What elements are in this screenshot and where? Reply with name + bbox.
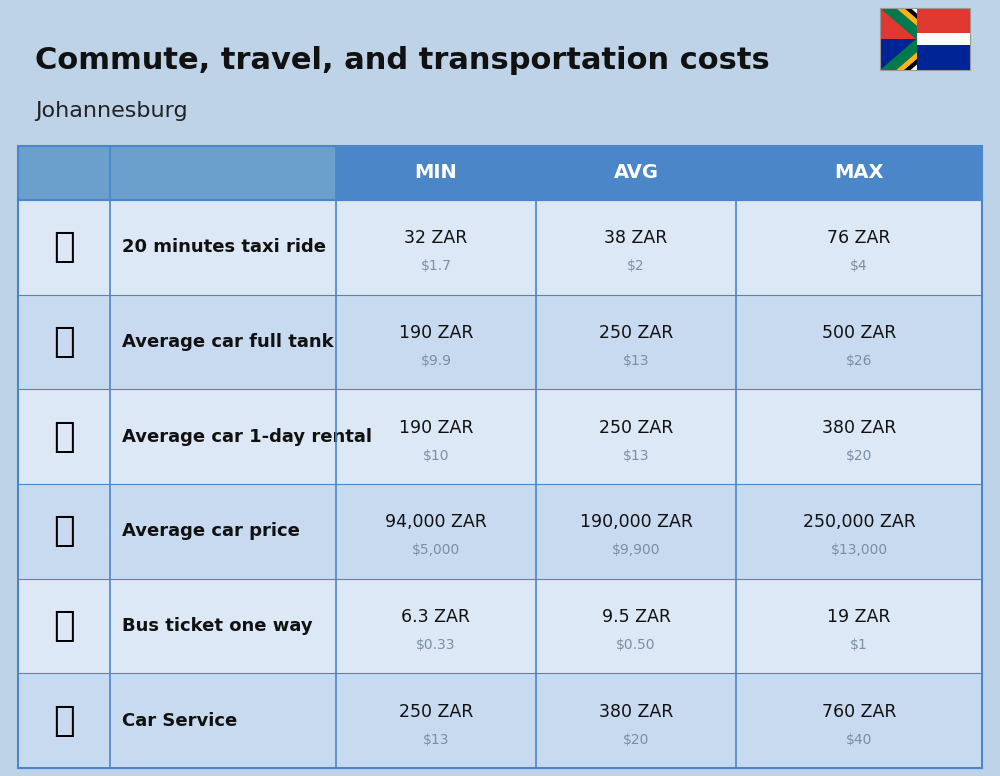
Bar [336,146,536,200]
Text: 🚌: 🚌 [53,609,75,643]
Bar [18,146,982,768]
Text: ⛽: ⛽ [53,325,75,359]
Text: 500 ZAR: 500 ZAR [822,324,896,342]
Text: 38 ZAR: 38 ZAR [604,230,668,248]
Text: 6.3 ZAR: 6.3 ZAR [401,608,470,626]
Text: 380 ZAR: 380 ZAR [599,702,673,721]
Text: Bus ticket one way: Bus ticket one way [122,617,313,635]
Text: MAX: MAX [834,164,884,182]
Bar [880,8,970,39]
Bar [18,579,982,674]
Text: 380 ZAR: 380 ZAR [822,419,896,437]
Bar [18,390,982,484]
Text: $40: $40 [846,733,872,747]
Text: $13: $13 [423,733,449,747]
Text: Commute, travel, and transportation costs: Commute, travel, and transportation cost… [35,46,770,75]
Polygon shape [896,8,940,70]
Text: $9,900: $9,900 [612,543,660,557]
Polygon shape [911,8,953,70]
Text: $10: $10 [423,449,449,462]
Polygon shape [904,8,947,70]
Bar [18,295,982,390]
Text: 🛠: 🛠 [53,704,75,738]
Bar [880,39,970,70]
Text: $0.33: $0.33 [416,638,456,652]
Text: $0.50: $0.50 [616,638,656,652]
Text: 760 ZAR: 760 ZAR [822,702,896,721]
Bar [917,8,970,39]
Text: $13: $13 [623,449,649,462]
Text: 19 ZAR: 19 ZAR [827,608,891,626]
Text: 190,000 ZAR: 190,000 ZAR [580,514,692,532]
Text: $20: $20 [623,733,649,747]
Text: AVG: AVG [614,164,658,182]
Text: Average car 1-day rental: Average car 1-day rental [122,428,372,445]
Bar [18,484,982,579]
Text: 190 ZAR: 190 ZAR [399,419,473,437]
Text: 32 ZAR: 32 ZAR [404,230,468,248]
Text: 20 minutes taxi ride: 20 minutes taxi ride [122,238,326,256]
Text: 250 ZAR: 250 ZAR [599,324,673,342]
Text: 190 ZAR: 190 ZAR [399,324,473,342]
Text: 9.5 ZAR: 9.5 ZAR [602,608,670,626]
Text: 🚙: 🚙 [53,420,75,454]
Text: Johannesburg: Johannesburg [35,101,188,121]
Text: $5,000: $5,000 [412,543,460,557]
Text: 250 ZAR: 250 ZAR [399,702,473,721]
Text: Car Service: Car Service [122,712,237,729]
Bar [536,146,736,200]
Bar [18,674,982,768]
Text: 🚕: 🚕 [53,230,75,265]
Text: $13,000: $13,000 [830,543,888,557]
Text: 250,000 ZAR: 250,000 ZAR [803,514,915,532]
Text: 76 ZAR: 76 ZAR [827,230,891,248]
Bar [917,39,970,70]
Text: Average car full tank: Average car full tank [122,333,334,351]
Text: $20: $20 [846,449,872,462]
Text: $13: $13 [623,354,649,368]
Bar [18,200,982,295]
Text: $4: $4 [850,259,868,273]
Text: $26: $26 [846,354,872,368]
Bar [880,8,970,70]
Bar [18,146,336,200]
Text: $9.9: $9.9 [420,354,451,368]
Text: 🚗: 🚗 [53,514,75,549]
Bar [917,33,970,44]
Polygon shape [880,8,932,70]
Text: $2: $2 [627,259,645,273]
Text: 94,000 ZAR: 94,000 ZAR [385,514,487,532]
Text: $1.7: $1.7 [421,259,451,273]
Text: 250 ZAR: 250 ZAR [599,419,673,437]
Bar [736,146,982,200]
Text: $1: $1 [850,638,868,652]
Text: MIN: MIN [415,164,457,182]
Text: Average car price: Average car price [122,522,300,540]
